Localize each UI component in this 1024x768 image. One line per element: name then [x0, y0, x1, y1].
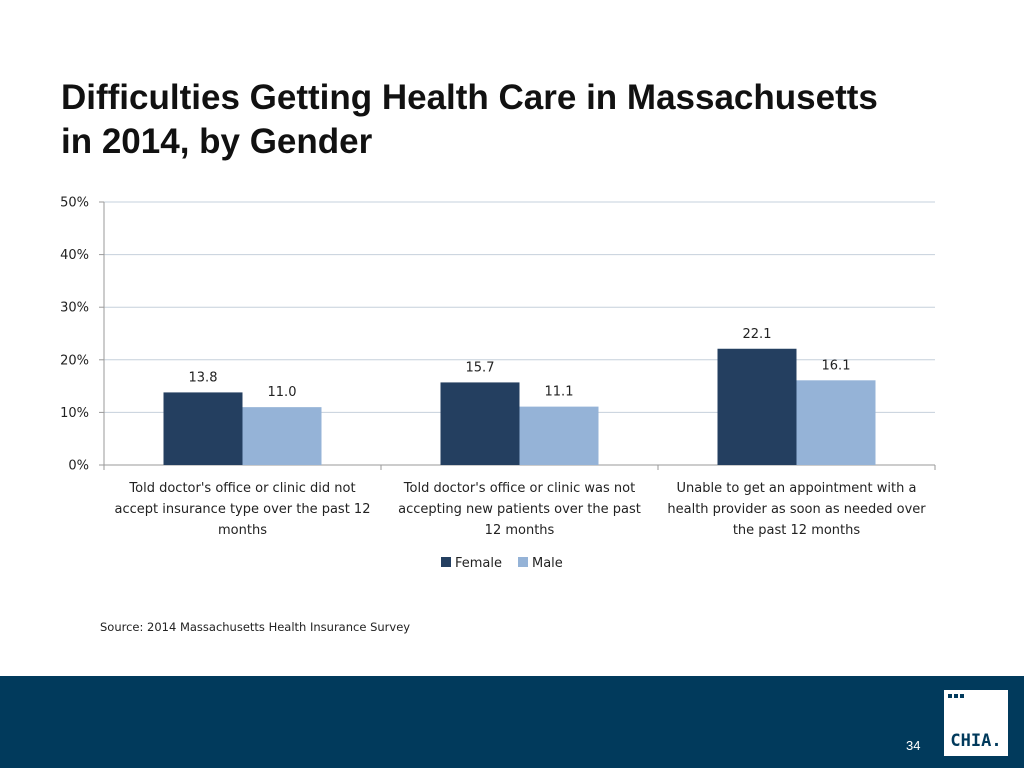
category-label: Unable to get an appointment with a [677, 481, 917, 496]
logo-dot [954, 694, 958, 698]
y-tick-label: 50% [60, 196, 89, 211]
male-bar [519, 406, 599, 465]
category-label: health provider as soon as needed over [667, 502, 926, 517]
male-bar [796, 380, 876, 465]
category-label: 12 months [485, 523, 555, 538]
source-note: Source: 2014 Massachusetts Health Insura… [100, 620, 411, 634]
footer-bar [0, 676, 1024, 768]
logo-dot [948, 694, 952, 698]
male-bar [242, 407, 322, 465]
category-label: accepting new patients over the past [398, 502, 641, 517]
title-line-1: Difficulties Getting Health Care in Mass… [61, 78, 878, 117]
data-label: 15.7 [466, 360, 495, 375]
female-bar [440, 382, 520, 465]
female-bar [717, 348, 797, 465]
chia-logo: CHIA. [944, 690, 1008, 756]
female-bar [163, 392, 243, 465]
page-number: 34 [906, 738, 921, 753]
data-label: 13.8 [189, 370, 218, 385]
logo-text: CHIA. [950, 731, 1002, 751]
data-label: 16.1 [822, 358, 851, 373]
data-label: 11.0 [268, 385, 297, 400]
logo-dot [960, 694, 964, 698]
category-label: months [218, 523, 267, 538]
category-label: Told doctor's office or clinic did not [128, 481, 355, 496]
data-label: 22.1 [743, 327, 772, 342]
legend-label: Female [455, 556, 502, 571]
y-tick-label: 20% [60, 353, 89, 368]
page-title: Difficulties Getting Health Care in Mass… [61, 76, 961, 164]
y-tick-label: 0% [68, 459, 89, 474]
title-line-2: in 2014, by Gender [61, 122, 373, 161]
category-label: Told doctor's office or clinic was not [403, 481, 635, 496]
legend-swatch [441, 557, 451, 567]
y-tick-label: 40% [60, 248, 89, 263]
legend-label: Male [532, 556, 563, 571]
y-tick-label: 30% [60, 301, 89, 316]
category-label: the past 12 months [733, 523, 861, 538]
data-label: 11.1 [545, 385, 574, 400]
y-tick-label: 10% [60, 406, 89, 421]
legend-swatch [518, 557, 528, 567]
logo-dots [948, 694, 964, 698]
category-label: accept insurance type over the past 12 [115, 502, 371, 517]
bar-chart: 0% 10% 20% 30% 40% 50% 13.8 11.0 Told doctor's o… [60, 196, 936, 571]
